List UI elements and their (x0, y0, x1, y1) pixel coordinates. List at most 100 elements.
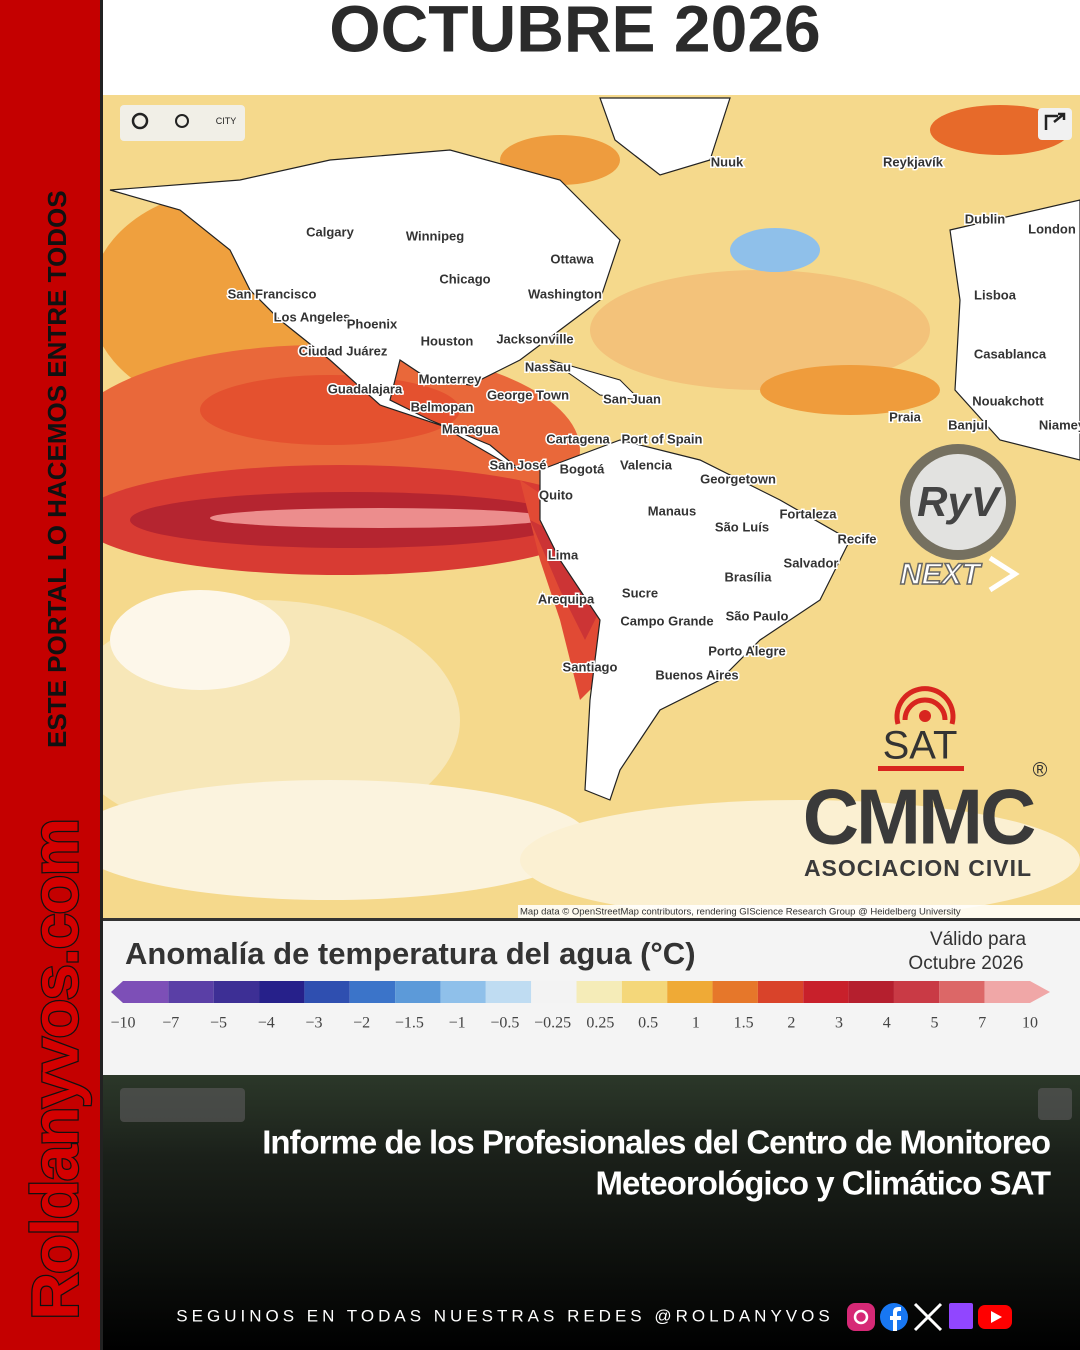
city-label: San Francisco (228, 286, 317, 301)
city-label: Casablanca (974, 346, 1047, 361)
city-label: London (1028, 221, 1076, 236)
map-attribution: Map data © OpenStreetMap contributors, r… (520, 907, 961, 918)
title: OCTUBRE 2026 (329, 0, 821, 65)
colorbar-tick-label: 5 (931, 1015, 939, 1032)
city-label: Phoenix (347, 316, 398, 331)
city-label: Monterrey (419, 371, 483, 386)
city-label: Valencia (620, 457, 673, 472)
city-label: Guadalajara (328, 381, 403, 396)
civil-text: ASOCIACION CIVIL (804, 855, 1032, 881)
colorbar-segment (939, 981, 985, 1003)
colorbar-tick-label: −0.5 (490, 1015, 519, 1032)
colorbar-tick-label: −0.25 (534, 1015, 571, 1032)
colorbar-segment (440, 981, 486, 1003)
city-label: Belmopan (411, 399, 474, 414)
city-label: São Luís (715, 519, 769, 534)
city-labels: Calgary Winnipeg Ottawa Chicago Washington Sa… (226, 153, 1080, 684)
colorbar-tick-label: −10 (110, 1015, 135, 1032)
city-label: Niamey (1039, 417, 1080, 432)
city-label: Georgetown (700, 471, 776, 486)
colorbar-tick-label: 1.5 (734, 1015, 754, 1032)
city-label: Nuuk (711, 154, 744, 169)
next-text: NEXT (900, 558, 983, 591)
valid-label: Válido para (930, 929, 1027, 950)
city-label: Recife (837, 531, 876, 546)
colorbar-segment (531, 981, 577, 1003)
colorbar-segment (168, 981, 214, 1003)
city-label: Salvador (784, 555, 839, 570)
colorbar-segment (621, 981, 668, 1003)
colorbar-segment (485, 981, 532, 1003)
city-label: Ottawa (550, 251, 594, 266)
city-label: Banjul (948, 417, 988, 432)
city-label: Cartagena (546, 431, 610, 446)
sat-logo: SAT (878, 686, 964, 771)
slogan: ESTE PORTAL LO HACEMOS ENTRE TODOS (42, 190, 72, 748)
registered-mark: ® (1033, 759, 1048, 781)
colorbar-segment (349, 981, 396, 1003)
colorbar-tick-label: 4 (883, 1015, 891, 1032)
ryv-logo: RyV NEXT (899, 444, 1020, 593)
city-label: Lima (548, 547, 579, 562)
city-label: Buenos Aires (655, 667, 738, 682)
city-label: George Town (487, 387, 569, 402)
colorbar-segment (803, 981, 849, 1003)
city-label: Brasília (725, 569, 773, 584)
header-bg (103, 0, 1080, 95)
colorbar-segment (757, 981, 804, 1003)
cmmc-text: CMMC (803, 773, 1035, 861)
city-label: Lisboa (974, 287, 1017, 302)
city-label: Port of Spain (622, 431, 703, 446)
colorbar-tick-label: −1.5 (395, 1015, 424, 1032)
city-label: Winnipeg (406, 228, 464, 243)
colorbar-tick-label: 10 (1022, 1015, 1038, 1032)
city-label: Houston (421, 333, 474, 348)
colorbar-segment (848, 981, 894, 1003)
city-label: Quito (539, 487, 573, 502)
city-label: Dublin (965, 211, 1005, 226)
city-label: Santiago (563, 659, 618, 674)
sat-text: SAT (883, 724, 958, 768)
instagram-icon[interactable] (847, 1303, 875, 1331)
city-label: Los Angeles (274, 309, 351, 324)
caption-line: Informe de los Profesionales del Centro … (262, 1124, 1050, 1161)
city-label: Chicago (439, 271, 490, 286)
colorbar-tick-label: −5 (210, 1015, 227, 1032)
toolbar-label: CITY (216, 116, 237, 126)
colorbar-end (111, 981, 123, 1003)
x-icon[interactable] (913, 1302, 943, 1332)
city-label: Washington (528, 286, 602, 301)
brand: Roldanyvos.com (17, 820, 91, 1320)
city-label: Fortaleza (779, 506, 837, 521)
colorbar-tick-label: −7 (162, 1015, 179, 1032)
city-label: Porto Alegre (708, 643, 786, 658)
colorbar-tick-label: 7 (978, 1015, 986, 1032)
colorbar-segment (213, 981, 260, 1003)
city-label: Nassau (525, 359, 571, 374)
caption-line: Meteorológico y Climático SAT (596, 1165, 1051, 1202)
legend-title: Anomalía de temperatura del agua (°C) (125, 936, 696, 971)
city-label: Manaus (648, 503, 696, 518)
city-label: Managua (442, 421, 499, 436)
colorbar-tick-label: −4 (258, 1015, 275, 1032)
city-label: Arequipa (538, 591, 595, 606)
cmmc-logo: CMMC ® ASOCIACION CIVIL (803, 759, 1048, 881)
city-label: Calgary (306, 224, 354, 239)
city-label: San Juan (603, 391, 661, 406)
colorbar: −10 −7 −5 −4 −3 −2 −1.5 −1 −0.5 −0.25 0.25 0.5 1 1.5 2… (110, 981, 1050, 1032)
colorbar-tick-label: −2 (353, 1015, 370, 1032)
city-label: Bogotá (560, 461, 606, 476)
colorbar-tick-label: 0.25 (586, 1015, 614, 1032)
colorbar-tick-label: 2 (787, 1015, 795, 1032)
colorbar-tick-label: 1 (692, 1015, 700, 1032)
colorbar-end (1030, 981, 1050, 1003)
city-label: Jacksonville (496, 331, 573, 346)
colorbar-segment (712, 981, 758, 1003)
twitch-icon[interactable] (949, 1303, 973, 1329)
colorbar-tick-label: 0.5 (638, 1015, 658, 1032)
colorbar-segment (123, 981, 169, 1003)
city-label: Sucre (622, 585, 658, 600)
footer-text: SEGUINOS EN TODAS NUESTRAS REDES @ROLDAN… (176, 1306, 833, 1325)
